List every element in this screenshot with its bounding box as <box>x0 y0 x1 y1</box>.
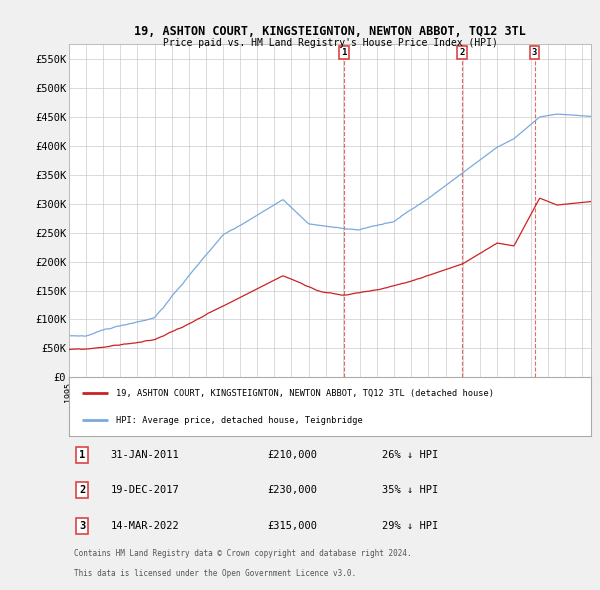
Text: 3: 3 <box>532 48 537 57</box>
Text: 2: 2 <box>459 48 464 57</box>
Text: 31-JAN-2011: 31-JAN-2011 <box>111 450 179 460</box>
Text: £210,000: £210,000 <box>268 450 317 460</box>
Text: Contains HM Land Registry data © Crown copyright and database right 2024.: Contains HM Land Registry data © Crown c… <box>74 549 412 558</box>
Text: 19, ASHTON COURT, KINGSTEIGNTON, NEWTON ABBOT, TQ12 3TL (detached house): 19, ASHTON COURT, KINGSTEIGNTON, NEWTON … <box>116 389 494 398</box>
Text: 35% ↓ HPI: 35% ↓ HPI <box>382 485 439 495</box>
Text: 19, ASHTON COURT, KINGSTEIGNTON, NEWTON ABBOT, TQ12 3TL: 19, ASHTON COURT, KINGSTEIGNTON, NEWTON … <box>134 25 526 38</box>
Text: Price paid vs. HM Land Registry's House Price Index (HPI): Price paid vs. HM Land Registry's House … <box>163 38 497 48</box>
Text: 29% ↓ HPI: 29% ↓ HPI <box>382 521 439 531</box>
Text: 3: 3 <box>79 521 85 531</box>
Text: 2: 2 <box>79 485 85 495</box>
Text: 1: 1 <box>341 48 347 57</box>
Text: HPI: Average price, detached house, Teignbridge: HPI: Average price, detached house, Teig… <box>116 416 363 425</box>
Text: £315,000: £315,000 <box>268 521 317 531</box>
Text: This data is licensed under the Open Government Licence v3.0.: This data is licensed under the Open Gov… <box>74 569 356 578</box>
Text: 1: 1 <box>79 450 85 460</box>
Text: £230,000: £230,000 <box>268 485 317 495</box>
Text: 14-MAR-2022: 14-MAR-2022 <box>111 521 179 531</box>
Text: 26% ↓ HPI: 26% ↓ HPI <box>382 450 439 460</box>
Text: 19-DEC-2017: 19-DEC-2017 <box>111 485 179 495</box>
